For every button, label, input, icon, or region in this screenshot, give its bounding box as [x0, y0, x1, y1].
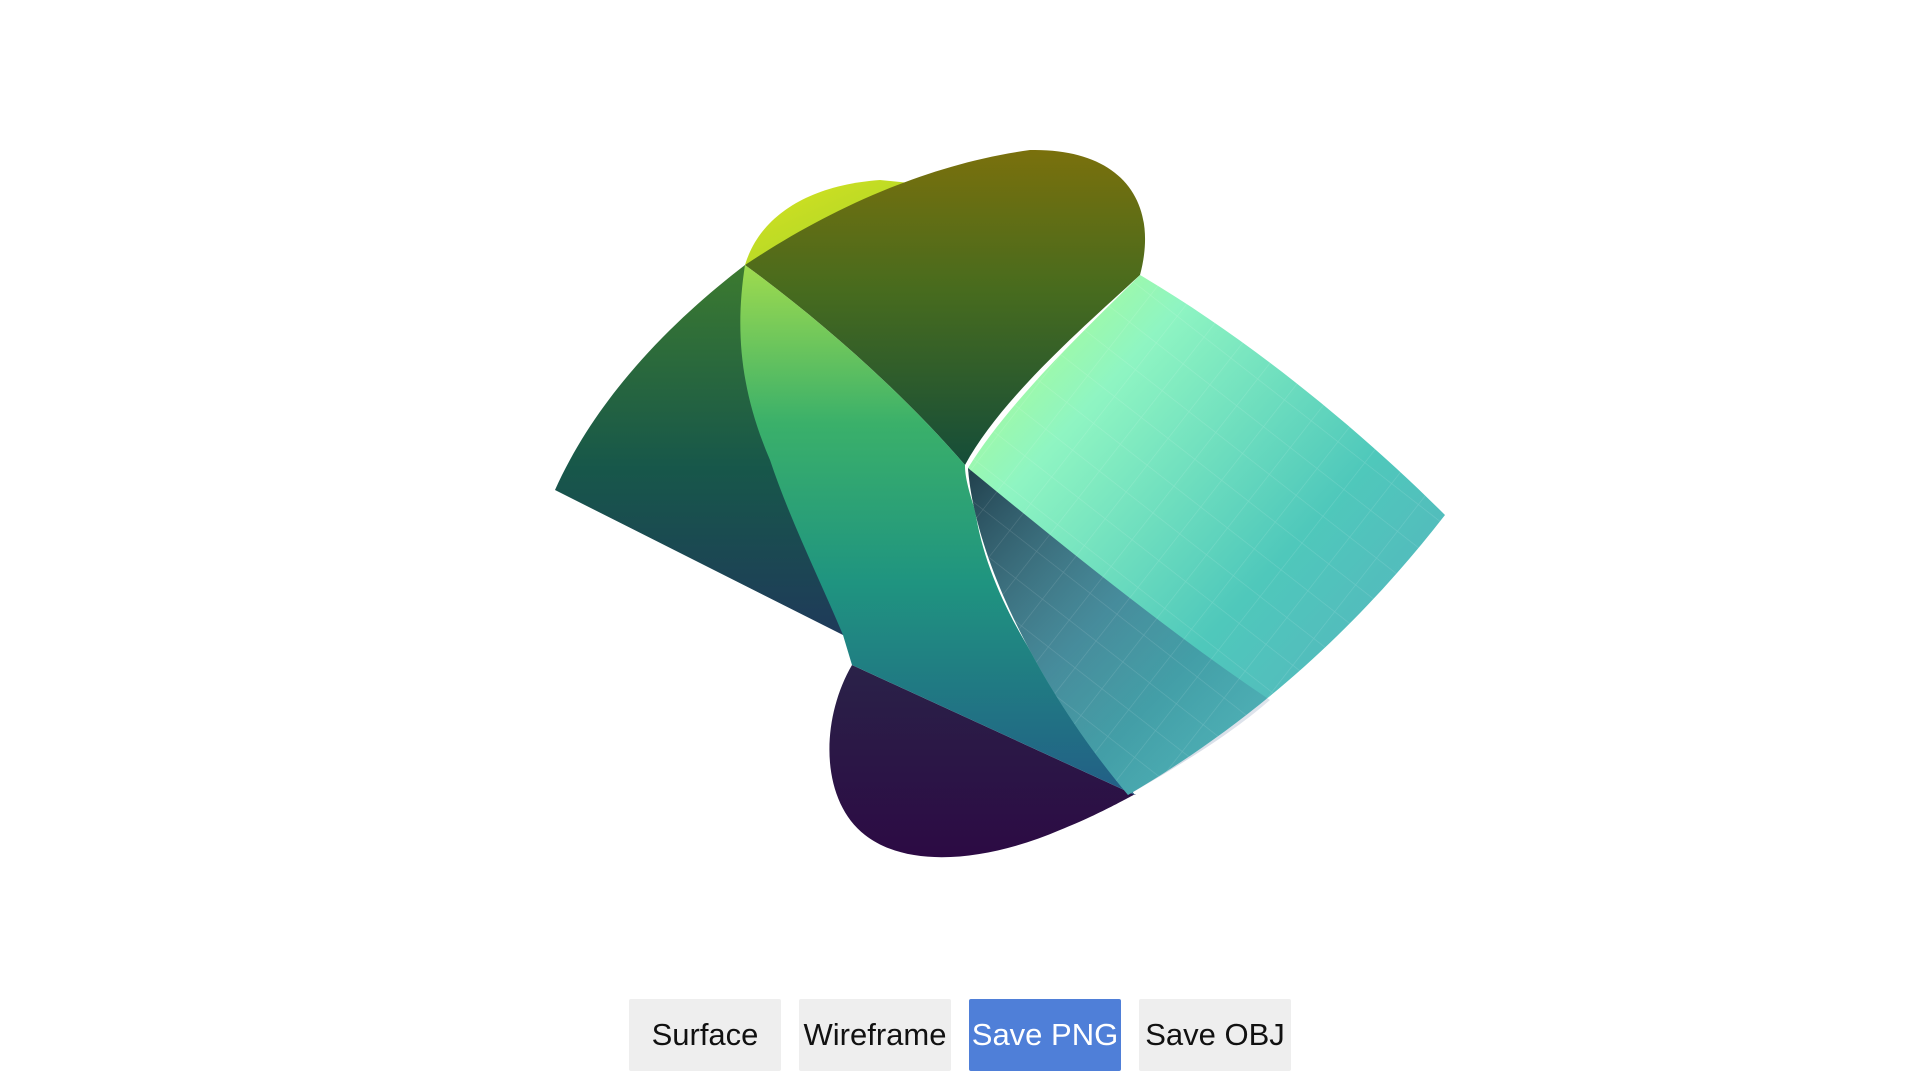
surface-mesh — [555, 149, 1445, 858]
surface-patch-top — [745, 149, 1146, 465]
save-obj-button[interactable]: Save OBJ — [1139, 999, 1291, 1071]
surface-patch-bottom — [829, 665, 1136, 858]
surface-patch-center — [740, 265, 1135, 795]
surface-plot-canvas[interactable] — [0, 0, 1920, 960]
surface-button[interactable]: Surface — [629, 999, 781, 1071]
wireframe-button[interactable]: Wireframe — [799, 999, 951, 1071]
surface-patch-right-grid — [968, 275, 1445, 795]
toolbar: Surface Wireframe Save PNG Save OBJ — [0, 999, 1920, 1071]
save-png-button[interactable]: Save PNG — [969, 999, 1121, 1071]
